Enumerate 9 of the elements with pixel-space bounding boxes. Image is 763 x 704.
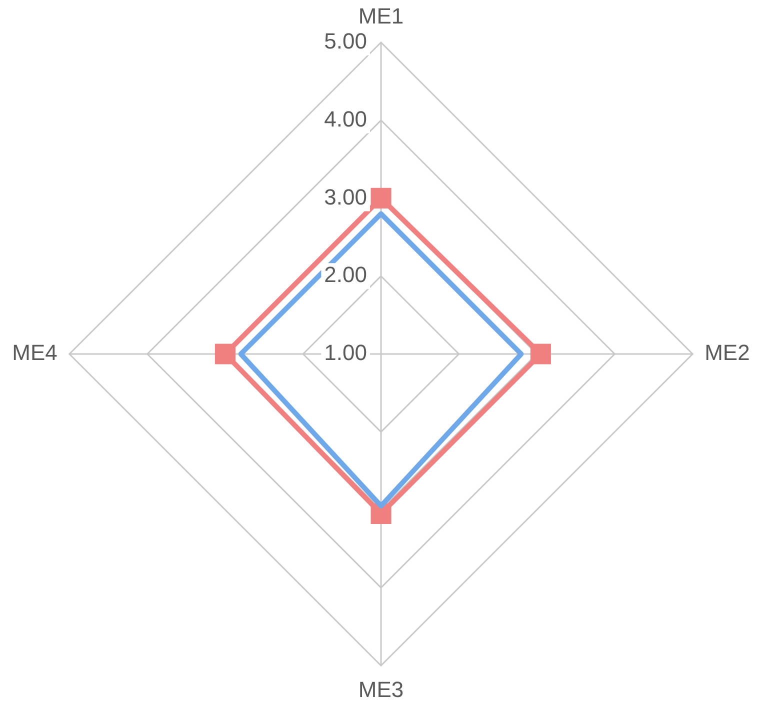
y-tick-label: 3.00 <box>324 184 367 210</box>
y-tick-label: 4.00 <box>324 106 367 132</box>
y-tick-label: 5.00 <box>324 28 367 54</box>
y-tick-label: 2.00 <box>324 262 367 288</box>
spoke-label: ME1 <box>358 3 404 28</box>
spoke-label: ME2 <box>704 340 750 366</box>
spoke-label: ME3 <box>358 676 404 702</box>
y-tick-label: 1.00 <box>324 340 367 366</box>
spoke-label: ME4 <box>12 340 58 366</box>
